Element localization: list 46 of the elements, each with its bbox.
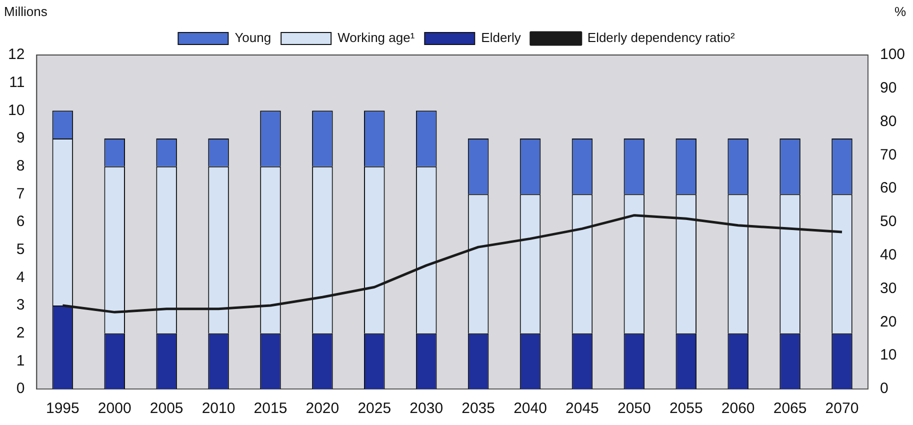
x-tick-label: 2005 bbox=[150, 400, 184, 418]
legend-label: Working age¹ bbox=[338, 30, 416, 46]
y2-tick-label: 0 bbox=[880, 380, 888, 398]
x-tick-label: 2010 bbox=[202, 400, 236, 418]
x-tick-label: 2065 bbox=[773, 400, 807, 418]
y-tick-label: 4 bbox=[16, 268, 25, 286]
y-tick-label: 2 bbox=[16, 324, 25, 342]
x-tick-label: 2025 bbox=[358, 400, 392, 418]
x-tick-label: 1995 bbox=[46, 400, 80, 418]
y-tick-label: 7 bbox=[16, 185, 25, 202]
y2-tick-label: 30 bbox=[880, 280, 897, 297]
y-tick-label: 8 bbox=[16, 157, 25, 174]
y-tick-label: 11 bbox=[9, 74, 25, 91]
x-tick-label: 2040 bbox=[514, 400, 547, 418]
y2-axis-title: % bbox=[894, 4, 906, 20]
y2-tick-label: 80 bbox=[880, 112, 897, 130]
y-tick-label: 12 bbox=[8, 46, 25, 64]
y-tick-label: 5 bbox=[16, 240, 25, 258]
y-tick-label: 6 bbox=[16, 213, 25, 230]
y2-tick-label: 100 bbox=[880, 46, 906, 64]
x-tick-label: 2070 bbox=[825, 400, 859, 418]
x-tick-label: 2060 bbox=[721, 400, 755, 418]
y-tick-label: 1 bbox=[16, 352, 25, 370]
x-tick-label: 2055 bbox=[669, 400, 703, 418]
y2-tick-label: 70 bbox=[880, 146, 897, 164]
y2-tick-label: 50 bbox=[880, 213, 897, 230]
y-tick-label: 9 bbox=[16, 130, 25, 147]
y-tick-label: 3 bbox=[16, 296, 25, 314]
legend-label: Young bbox=[234, 30, 272, 46]
legend-label: Elderly bbox=[481, 30, 522, 46]
x-tick-label: 2030 bbox=[410, 400, 444, 418]
y-tick-label: 0 bbox=[16, 380, 25, 398]
x-tick-label: 2035 bbox=[462, 400, 495, 418]
x-tick-label: 2000 bbox=[98, 400, 132, 418]
y2-tick-label: 20 bbox=[880, 313, 897, 330]
x-tick-label: 2020 bbox=[306, 400, 340, 418]
y2-tick-label: 10 bbox=[880, 346, 897, 364]
x-tick-label: 2045 bbox=[566, 400, 599, 418]
legend-label: Elderly dependency ratio² bbox=[587, 30, 736, 46]
y2-tick-label: 40 bbox=[880, 246, 897, 264]
x-tick-label: 2015 bbox=[254, 400, 288, 418]
y-tick-label: 10 bbox=[8, 102, 25, 119]
x-tick-label: 2050 bbox=[617, 400, 651, 418]
y2-tick-label: 60 bbox=[880, 180, 897, 197]
y2-tick-label: 90 bbox=[880, 80, 897, 97]
y-axis-title: Millions bbox=[4, 4, 48, 20]
